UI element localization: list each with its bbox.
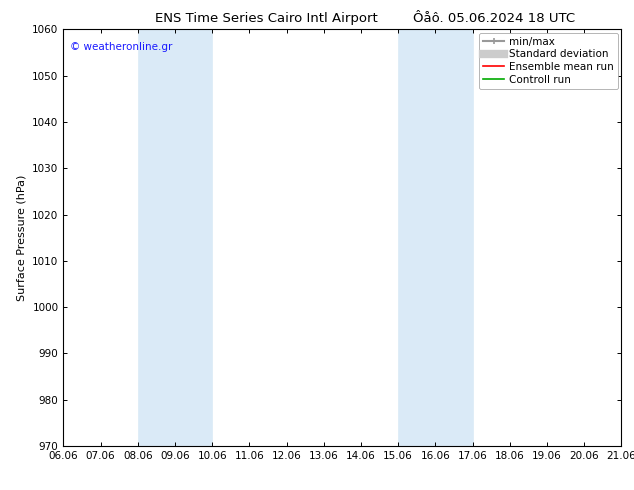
Bar xyxy=(138,29,175,446)
Bar xyxy=(436,29,472,446)
Text: Ôåô. 05.06.2024 18 UTC: Ôåô. 05.06.2024 18 UTC xyxy=(413,12,576,25)
Text: © weatheronline.gr: © weatheronline.gr xyxy=(70,42,172,52)
Bar xyxy=(175,29,212,446)
Text: ENS Time Series Cairo Intl Airport: ENS Time Series Cairo Intl Airport xyxy=(155,12,378,25)
Y-axis label: Surface Pressure (hPa): Surface Pressure (hPa) xyxy=(16,174,27,301)
Bar xyxy=(398,29,436,446)
Legend: min/max, Standard deviation, Ensemble mean run, Controll run: min/max, Standard deviation, Ensemble me… xyxy=(479,32,618,89)
